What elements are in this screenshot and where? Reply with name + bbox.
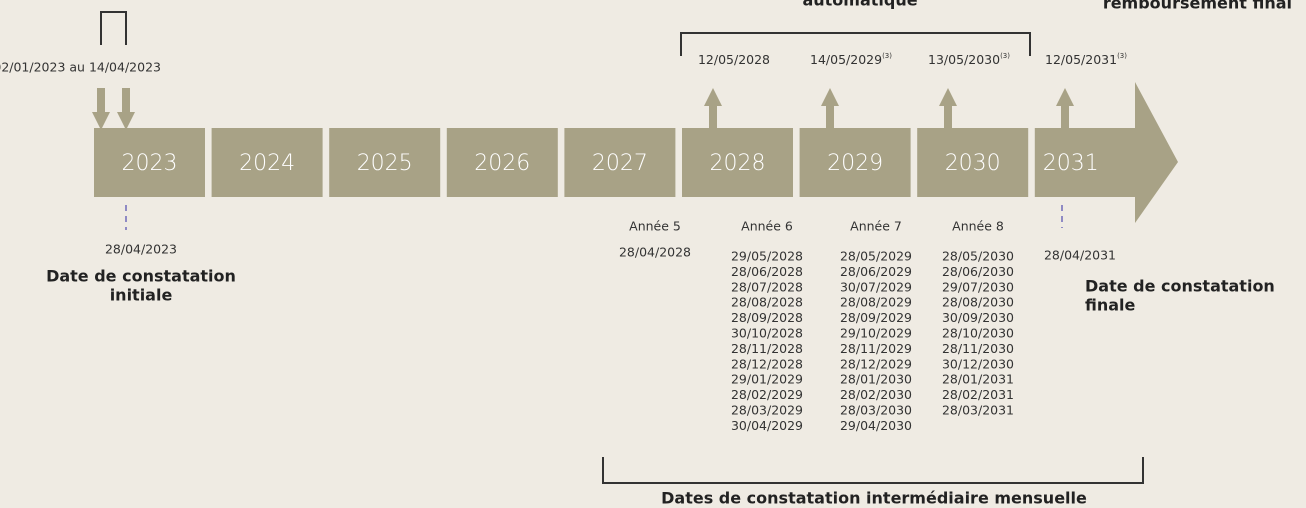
year-box — [564, 128, 676, 197]
year-box — [329, 128, 441, 197]
year-box — [799, 128, 911, 197]
autocall-note: (3) — [1000, 52, 1010, 60]
monthly-label: Dates de constatation intermédiaire mens… — [661, 489, 1087, 508]
autocall-note: (3) — [882, 52, 892, 60]
observation-date: 28/10/2030 — [942, 326, 1014, 341]
observation-date: 28/02/2030 — [840, 387, 912, 402]
up-arrow — [1061, 104, 1069, 130]
year-label: 2028 — [710, 151, 766, 176]
initial-date: 28/04/2023 — [105, 242, 177, 257]
monthly-bracket — [602, 457, 1144, 484]
observation-date: 28/01/2030 — [840, 372, 912, 387]
up-arrow — [1056, 88, 1074, 106]
initial-label: initiale — [110, 286, 173, 305]
observation-date: 28/07/2028 — [731, 279, 803, 294]
observation-date: 29/07/2030 — [942, 279, 1014, 294]
year-label: 2024 — [239, 151, 295, 176]
observation-date: 29/05/2028 — [731, 249, 803, 264]
year-column-label: Année 8 — [952, 219, 1004, 234]
autocall-date-value: 12/05/2028 — [698, 52, 770, 67]
autocall-bracket — [680, 32, 1031, 56]
final-date: 28/04/2031 — [1044, 248, 1116, 263]
observation-date: 28/08/2028 — [731, 295, 803, 310]
period-text: Du 02/01/2023 au 14/04/2023 — [0, 60, 161, 75]
observation-date: 29/01/2029 — [731, 372, 803, 387]
year-label: 2023 — [122, 151, 178, 176]
up-arrow — [939, 88, 957, 106]
observation-date: 28/06/2029 — [840, 264, 912, 279]
observation-date: 28/04/2028 — [619, 245, 691, 260]
observation-date: 28/09/2028 — [731, 310, 803, 325]
observation-date: 28/03/2029 — [731, 403, 803, 418]
year-label: 2025 — [357, 151, 413, 176]
observation-date: 28/12/2029 — [840, 356, 912, 371]
observation-date: 28/01/2031 — [942, 372, 1014, 387]
observation-date: 29/10/2029 — [840, 326, 912, 341]
observation-date: 28/03/2030 — [840, 403, 912, 418]
final-label: finale — [1085, 296, 1136, 315]
year-box — [211, 128, 323, 197]
observation-date: 30/10/2028 — [731, 326, 803, 341]
up-arrow — [704, 88, 722, 106]
observation-date: 28/08/2029 — [840, 295, 912, 310]
observation-date: 28/03/2031 — [942, 403, 1014, 418]
observation-date: 28/06/2028 — [731, 264, 803, 279]
up-arrow — [709, 104, 717, 130]
observation-date: 28/05/2029 — [840, 249, 912, 264]
autocall-note: (3) — [1117, 52, 1127, 60]
autocall-date: 12/05/2028 — [698, 52, 770, 67]
year-label: 2031 — [1043, 151, 1099, 176]
observation-date: 28/12/2028 — [731, 356, 803, 371]
observation-date: 28/11/2029 — [840, 341, 912, 356]
year-box — [446, 128, 558, 197]
autocall-date: 12/05/2031(3) — [1045, 52, 1127, 67]
observation-date: 28/02/2031 — [942, 387, 1014, 402]
year-label: 2027 — [592, 151, 648, 176]
observation-date: 28/06/2030 — [942, 264, 1014, 279]
observation-date: 28/02/2029 — [731, 387, 803, 402]
year-label: 2030 — [945, 151, 1001, 176]
up-arrow — [821, 88, 839, 106]
year-arrow — [1034, 82, 1178, 223]
year-column-label: Année 6 — [741, 219, 793, 234]
year-column-label: Année 7 — [850, 219, 902, 234]
autocall-date: 13/05/2030(3) — [928, 52, 1010, 67]
year-label: 2029 — [827, 151, 883, 176]
observation-date: 28/11/2028 — [731, 341, 803, 356]
entry-arrows — [92, 88, 135, 130]
observation-date: 29/04/2030 — [840, 418, 912, 433]
year-column-label: Année 5 — [629, 219, 681, 234]
observation-date: 30/09/2030 — [942, 310, 1014, 325]
autocall-date: 14/05/2029(3) — [810, 52, 892, 67]
autocall-date-value: 12/05/2031 — [1045, 52, 1117, 67]
period-bracket — [100, 11, 127, 45]
final-header: remboursement final — [1103, 0, 1292, 13]
year-box — [917, 128, 1029, 197]
observation-date: 28/08/2030 — [942, 295, 1014, 310]
autocall-header: automatique — [802, 0, 917, 10]
year-box — [682, 128, 793, 197]
initial-label: Date de constatation — [46, 267, 236, 286]
observation-date: 28/05/2030 — [942, 249, 1014, 264]
observation-date: 30/12/2030 — [942, 356, 1014, 371]
autocall-date-value: 13/05/2030 — [928, 52, 1000, 67]
final-label: Date de constatation — [1085, 277, 1275, 296]
observation-date: 30/07/2029 — [840, 279, 912, 294]
observation-date: 28/09/2029 — [840, 310, 912, 325]
year-label: 2026 — [474, 151, 530, 176]
up-arrow — [944, 104, 952, 130]
up-arrow — [826, 104, 834, 130]
observation-date: 30/04/2029 — [731, 418, 803, 433]
year-box — [94, 128, 205, 197]
autocall-date-value: 14/05/2029 — [810, 52, 882, 67]
observation-date: 28/11/2030 — [942, 341, 1014, 356]
